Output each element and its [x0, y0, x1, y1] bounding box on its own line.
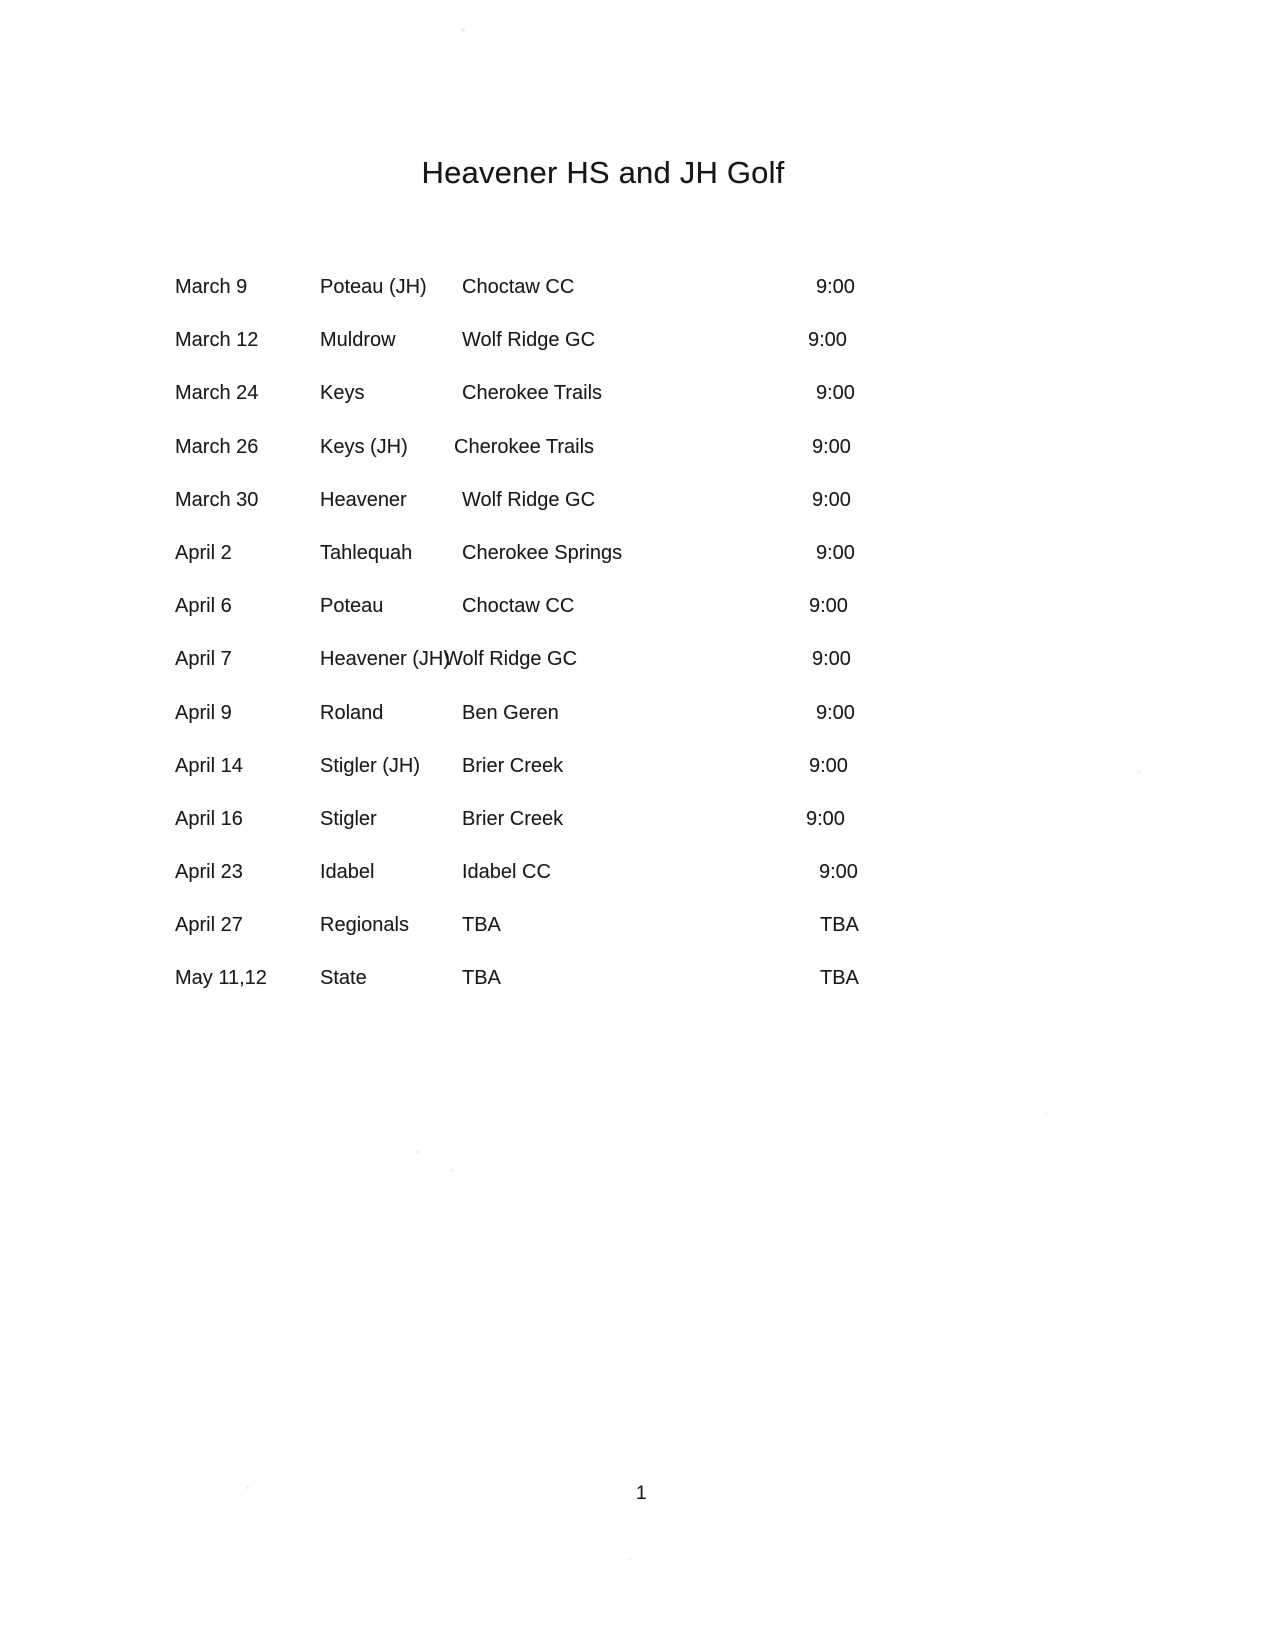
schedule-row: May 11,12 State TBA TBA	[175, 967, 1095, 1020]
schedule-cell-course: Cherokee Springs	[462, 541, 623, 564]
schedule-cell-date: April 16	[175, 807, 243, 830]
schedule-cell-time: 9:00	[816, 382, 855, 405]
schedule-cell-opponent: Heavener	[320, 488, 407, 511]
schedule-cell-opponent: Muldrow	[320, 329, 396, 352]
schedule-cell-course: Wolf Ridge GC	[462, 488, 596, 511]
schedule-cell-date: March 12	[175, 329, 259, 352]
schedule-cell-course: Cherokee Trails	[462, 382, 603, 405]
schedule-row: April 16 Stigler Brier Creek 9:00	[175, 808, 1095, 861]
schedule-cell-time: 9:00	[812, 488, 851, 511]
schedule-cell-opponent: Stigler	[320, 807, 377, 830]
schedule-cell-time: 9:00	[809, 595, 848, 618]
schedule-row: April 2 Tahlequah Cherokee Springs 9:00	[175, 542, 1095, 595]
schedule-cell-opponent: Stigler (JH)	[320, 754, 421, 777]
page-number: 1	[636, 1483, 647, 1504]
schedule-cell-opponent: Poteau	[320, 595, 384, 618]
schedule-cell-time: 9:00	[819, 861, 858, 884]
schedule-row: March 9 Poteau (JH) Choctaw CC 9:00	[175, 276, 1095, 329]
schedule-row: March 26 Keys (JH) Cherokee Trails 9:00	[175, 436, 1095, 489]
schedule-cell-time: 9:00	[812, 435, 851, 458]
schedule-cell-date: April 7	[175, 648, 232, 671]
schedule-cell-opponent: Heavener (JH)	[320, 648, 451, 671]
schedule-cell-course: Wolf Ridge GC	[462, 329, 596, 352]
schedule-cell-time: 9:00	[816, 701, 855, 724]
schedule-cell-date: April 9	[175, 701, 232, 724]
schedule-cell-opponent: Keys (JH)	[320, 435, 408, 458]
golf-schedule-table: March 9 Poteau (JH) Choctaw CC 9:00 March 12…	[175, 276, 1095, 1021]
schedule-cell-date: April 14	[175, 754, 243, 777]
schedule-cell-course: Choctaw CC	[462, 595, 575, 618]
schedule-cell-date: March 24	[175, 382, 259, 405]
schedule-cell-opponent: Regionals	[320, 914, 409, 937]
schedule-cell-date: April 27	[175, 914, 243, 937]
schedule-row: April 27 Regionals TBA TBA	[175, 914, 1095, 967]
schedule-row: April 7 Heavener (JH) Wolf Ridge GC 9:00	[175, 648, 1095, 701]
schedule-cell-date: March 26	[175, 435, 259, 458]
schedule-cell-date: April 6	[175, 595, 232, 618]
schedule-cell-date: March 9	[175, 276, 248, 298]
schedule-cell-course: TBA	[462, 914, 501, 937]
schedule-cell-course: Cherokee Trails	[454, 435, 595, 458]
schedule-cell-course: Ben Geren	[462, 701, 559, 724]
schedule-cell-date: March 30	[175, 488, 259, 511]
schedule-row: March 12 Muldrow Wolf Ridge GC 9:00	[175, 329, 1095, 382]
schedule-cell-opponent: Keys	[320, 382, 365, 405]
schedule-cell-course: Idabel CC	[462, 861, 551, 884]
schedule-cell-time: TBA	[820, 967, 859, 990]
schedule-cell-course: Wolf Ridge GC	[444, 648, 578, 671]
schedule-cell-time: 9:00	[809, 754, 848, 777]
schedule-cell-date: May 11,12	[175, 967, 267, 990]
schedule-row: April 14 Stigler (JH) Brier Creek 9:00	[175, 755, 1095, 808]
schedule-cell-date: April 23	[175, 861, 243, 884]
schedule-cell-course: Brier Creek	[462, 807, 564, 830]
schedule-cell-date: April 2	[175, 541, 232, 564]
schedule-cell-time: 9:00	[816, 541, 855, 564]
schedule-cell-opponent: Roland	[320, 701, 384, 724]
schedule-cell-course: Choctaw CC	[462, 276, 575, 298]
schedule-cell-opponent: Tahlequah	[320, 541, 413, 564]
schedule-cell-opponent: Idabel	[320, 861, 375, 884]
schedule-cell-time: TBA	[820, 914, 859, 937]
schedule-cell-time: 9:00	[808, 329, 847, 352]
schedule-row: April 6 Poteau Choctaw CC 9:00	[175, 595, 1095, 648]
schedule-row: April 23 Idabel Idabel CC 9:00	[175, 861, 1095, 914]
document-title: Heavener HS and JH Golf	[421, 155, 785, 190]
schedule-cell-time: 9:00	[806, 807, 845, 830]
schedule-row: April 9 Roland Ben Geren 9:00	[175, 702, 1095, 755]
schedule-cell-time: 9:00	[816, 276, 855, 298]
schedule-cell-time: 9:00	[812, 648, 851, 671]
schedule-cell-opponent: Poteau (JH)	[320, 276, 427, 298]
schedule-cell-course: TBA	[462, 967, 501, 990]
schedule-row: March 30 Heavener Wolf Ridge GC 9:00	[175, 489, 1095, 542]
schedule-row: March 24 Keys Cherokee Trails 9:00	[175, 382, 1095, 435]
schedule-cell-course: Brier Creek	[462, 754, 564, 777]
schedule-cell-opponent: State	[320, 967, 367, 990]
